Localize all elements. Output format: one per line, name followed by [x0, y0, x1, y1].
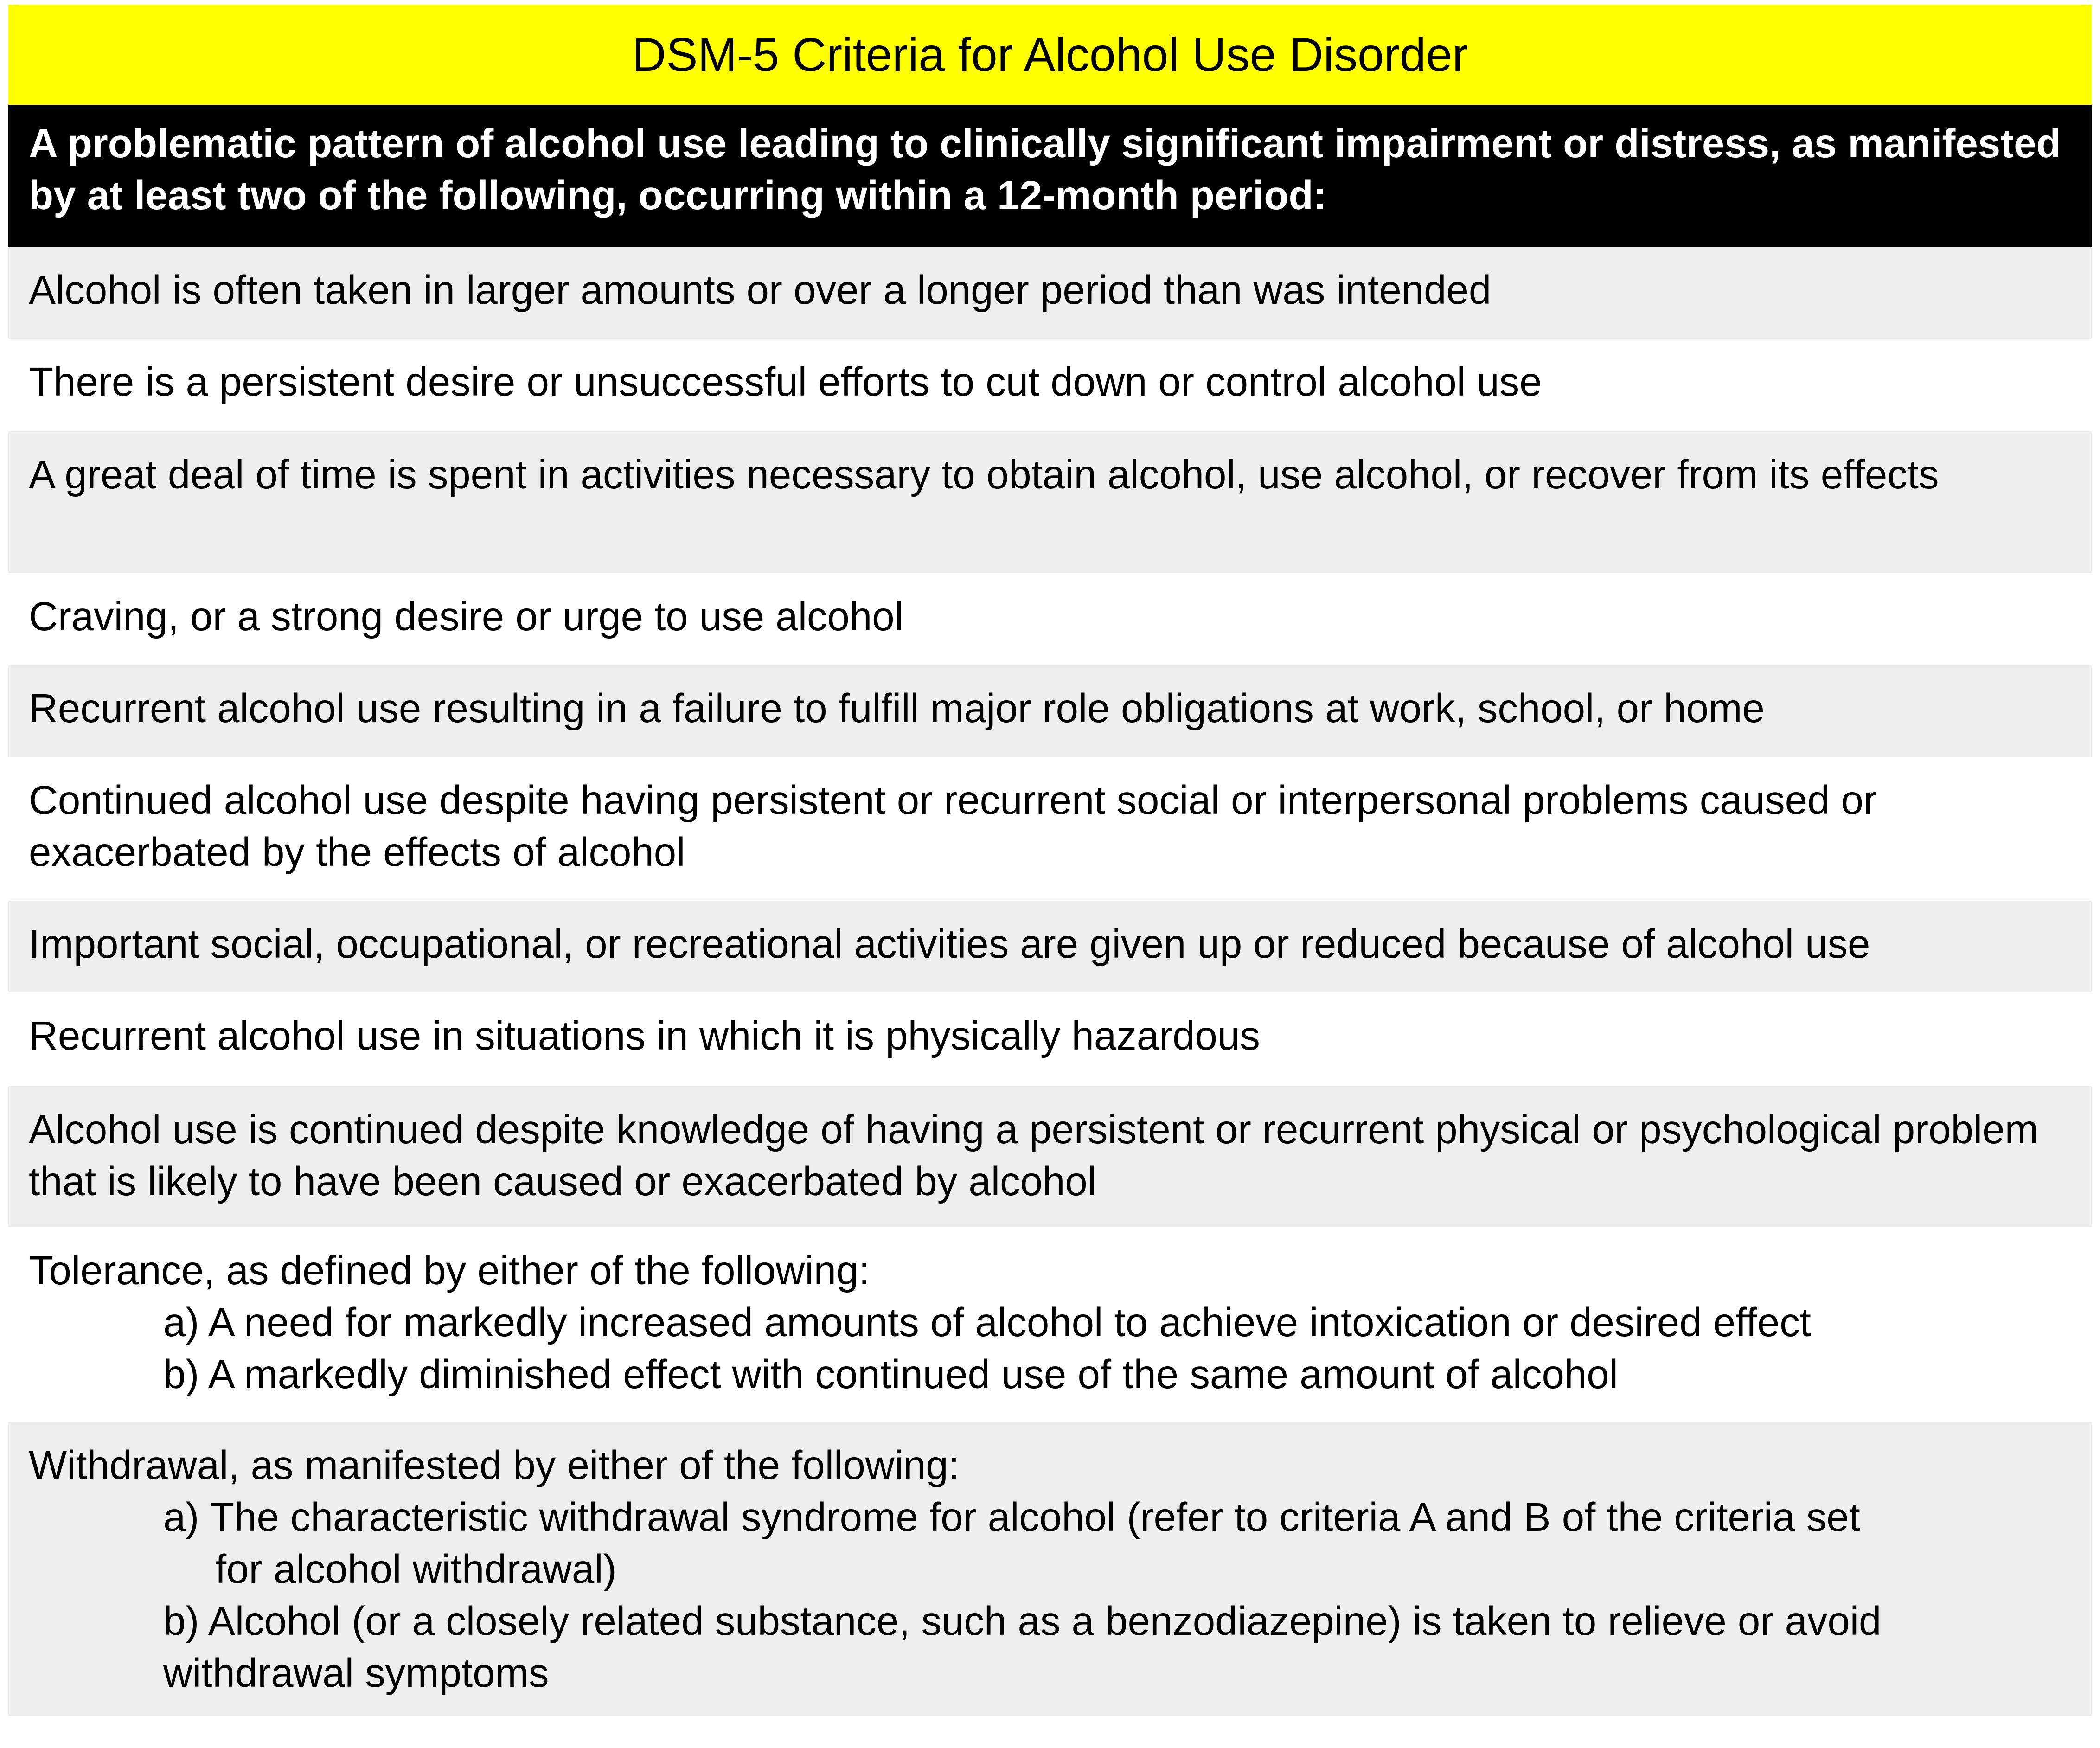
withdrawal-lead: Withdrawal, as manifested by either of t…: [29, 1443, 960, 1488]
criteria-table: DSM-5 Criteria for Alcohol Use Disorder …: [8, 5, 2092, 1716]
criterion-row: Alcohol use is continued despite knowled…: [8, 1086, 2092, 1227]
tolerance-item-a: a) A need for markedly increased amounts…: [163, 1300, 1811, 1345]
tolerance-item-b: b) A markedly diminished effect with con…: [163, 1352, 1619, 1397]
criterion-row: Continued alcohol use despite having per…: [8, 757, 2092, 901]
withdrawal-row: Withdrawal, as manifested by either of t…: [8, 1422, 2092, 1716]
table-intro: A problematic pattern of alcohol use lea…: [8, 105, 2092, 247]
withdrawal-item-b-line2: withdrawal symptoms: [163, 1651, 549, 1696]
withdrawal-item-a-line1: a) The characteristic withdrawal syndrom…: [163, 1495, 1860, 1540]
criterion-row: A great deal of time is spent in activit…: [8, 431, 2092, 573]
tolerance-lead: Tolerance, as defined by either of the f…: [29, 1248, 870, 1293]
criterion-row: Alcohol is often taken in larger amounts…: [8, 247, 2092, 339]
criterion-row: Recurrent alcohol use resulting in a fai…: [8, 665, 2092, 757]
withdrawal-item-a-line2: for alcohol withdrawal): [215, 1547, 617, 1592]
withdrawal-item-a: a) The characteristic withdrawal syndrom…: [29, 1492, 2071, 1595]
criterion-row: There is a persistent desire or unsucces…: [8, 339, 2092, 431]
criterion-row: Important social, occupational, or recre…: [8, 901, 2092, 992]
withdrawal-item-b-line1: b) Alcohol (or a closely related substan…: [163, 1599, 1882, 1644]
withdrawal-item-b: b) Alcohol (or a closely related substan…: [29, 1595, 2071, 1699]
criterion-row: Recurrent alcohol use in situations in w…: [8, 992, 2092, 1086]
tolerance-row: Tolerance, as defined by either of the f…: [8, 1227, 2092, 1422]
criterion-row: Craving, or a strong desire or urge to u…: [8, 573, 2092, 665]
table-title: DSM-5 Criteria for Alcohol Use Disorder: [8, 5, 2092, 105]
